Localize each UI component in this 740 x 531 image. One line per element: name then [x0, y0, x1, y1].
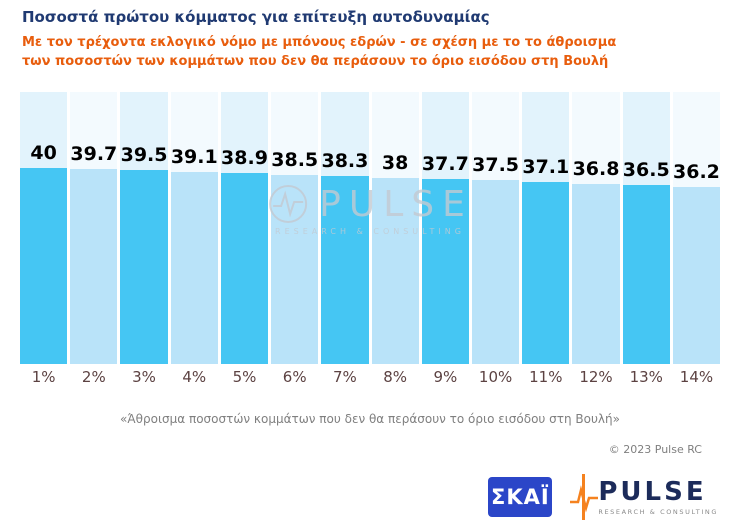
x-axis-label: 14% [679, 368, 714, 386]
bar [421, 179, 469, 364]
bar-column: 36.5 [622, 92, 670, 364]
copyright-text: © 2023 Pulse RC [608, 443, 702, 456]
bar-column: 37.5 [471, 92, 520, 364]
bar-value-label: 38.9 [221, 147, 268, 170]
x-axis-label: 3% [132, 368, 156, 386]
bar-value-label: 36.5 [622, 159, 670, 182]
bar-column: 39.5 [120, 92, 168, 364]
bar [120, 170, 168, 364]
bar [622, 185, 670, 364]
bar-value-label: 39.1 [170, 146, 218, 169]
bar-column: 38.9 [220, 92, 269, 364]
subtitle-line-1: Με τον τρέχοντα εκλογικό νόμο με μπόνους… [22, 35, 617, 50]
bar-value-label: 39.5 [120, 144, 168, 167]
bar-value-label: 39.7 [70, 143, 118, 166]
bar [271, 175, 319, 364]
x-axis-label: 6% [282, 368, 307, 386]
bar-column: 39.7 [70, 92, 118, 364]
bar-value-label: 38.5 [271, 149, 319, 172]
bar-value-label: 36.8 [572, 157, 620, 180]
x-axis-label: 8% [383, 368, 408, 386]
bar [522, 182, 570, 364]
bar-column: 37.7 [421, 92, 469, 364]
logo-row: ΣΚΑΪ PULSE RESEARCH & CONSULTING [488, 474, 718, 520]
bar [20, 168, 68, 364]
bar [321, 176, 369, 364]
x-axis-label: 11% [529, 368, 563, 386]
bar-column: 38 [371, 92, 419, 364]
bar-column: 36.2 [672, 92, 721, 364]
bar-column: 39.1 [170, 92, 218, 364]
bar-value-label: 38 [381, 151, 409, 174]
chart-footnote: «Άθροισμα ποσοστών κομμάτων που δεν θα π… [120, 412, 620, 426]
x-axis-label: 2% [81, 368, 106, 386]
pulse-logo-text: PULSE [598, 476, 707, 507]
bar-column: 38.3 [321, 92, 369, 364]
bar-value-label: 37.7 [421, 153, 469, 176]
page-title: Ποσοστά πρώτου κόμματος για επίτευξη αυτ… [22, 8, 490, 26]
bar [672, 186, 721, 364]
subtitle-line-2: των ποσοστών των κομμάτων που δεν θα περ… [22, 54, 609, 69]
x-axis-label: 1% [31, 368, 56, 386]
chart-subtitle: Με τον τρέχοντα εκλογικό νόμο με μπόνους… [22, 33, 616, 71]
x-axis-label: 4% [182, 368, 207, 386]
x-axis-label: 13% [629, 368, 663, 386]
bar-value-label: 38.3 [321, 150, 369, 173]
pulse-logo: PULSE RESEARCH & CONSULTING [570, 474, 718, 520]
skai-logo: ΣΚΑΪ [488, 477, 553, 517]
bar [471, 180, 520, 364]
bar-value-label: 40 [30, 142, 57, 164]
pulse-logo-subtext: RESEARCH & CONSULTING [598, 507, 718, 516]
pulse-logo-icon [570, 474, 599, 520]
bar-chart: 40 39.7 39.5 39.1 38.9 38.5 38.3 38 37.7 37.5 37.1… [20, 92, 721, 364]
bar-value-label: 37.5 [472, 154, 520, 177]
bar-column: 37.1 [522, 92, 570, 364]
bar-column: 40 [20, 92, 68, 364]
bar [70, 169, 118, 364]
x-axis-label: 10% [478, 368, 513, 386]
x-axis: 1% 2% 3% 4% 5% 6% 7% 8% 9% 10% 11% 12% 13% 14% [20, 368, 720, 386]
bar-column: 38.5 [271, 92, 319, 364]
x-axis-label: 12% [579, 368, 613, 386]
x-axis-label: 9% [433, 368, 458, 386]
bar [371, 177, 419, 364]
bar [170, 172, 218, 364]
x-axis-label: 5% [232, 368, 257, 386]
bar-value-label: 36.2 [673, 160, 720, 183]
bar [220, 173, 269, 364]
bar [572, 183, 620, 364]
bar-column: 36.8 [572, 92, 620, 364]
x-axis-label: 7% [333, 368, 357, 386]
bar-value-label: 37.1 [522, 156, 570, 179]
